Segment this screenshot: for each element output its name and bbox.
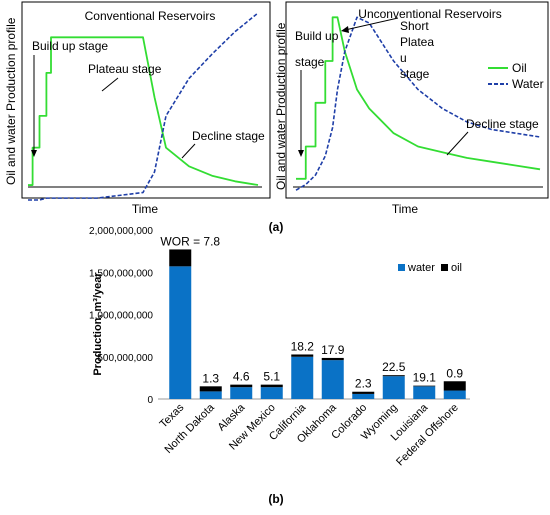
bar-oil-1 [199,386,222,392]
bar-ytick-label: 0 [147,395,153,406]
conv-annot-buildup-arrowhead [31,150,37,157]
bar-ylabel: Production, m³/year [92,272,104,376]
bar-water-8 [413,386,436,399]
bar-data-label-7: 22.5 [382,360,406,374]
conventional-xlabel: Time [132,202,159,216]
unconv-annot-short-2: Platea [400,35,434,49]
unconv-annot-decline-arrow [446,131,469,156]
conv-annot-decline-arrow [181,143,196,159]
bar-oil-2 [230,384,253,388]
bar-data-label-4: 18.2 [291,339,315,353]
bar-data-label-5: 17.9 [321,343,345,357]
bar-category-label-0: Texas [158,401,187,430]
bar-oil-9 [443,381,466,391]
bar-legend: water oil [398,262,462,274]
conv-annot-plateau-arrow [101,77,119,92]
bar-oil-7 [382,375,405,377]
legend-water-bar-swatch [398,264,405,271]
unconv-legend: Oil Water [488,61,544,91]
conventional-title: Conventional Reservoirs [85,9,216,23]
conventional-chart: Conventional Reservoirs Oil and water Pr… [4,1,271,216]
conv-oil-line [28,36,259,186]
bar-oil-5 [321,357,344,361]
production-bar-chart: Production, m³/year 0 500,000,000 1,000,00… [89,226,470,468]
unconv-annot-short-3: u [400,51,407,65]
bar-water-5 [321,360,344,399]
bar-oil-0 [169,249,192,267]
bar-data-label-0: WOR = 7.8 [160,234,220,248]
conv-annot-buildup: Build up stage [32,39,108,53]
bar-water-6 [352,393,375,399]
conventional-ylabel: Oil and water Production profile [4,17,18,185]
unconv-annot-short-1: Short [400,19,429,33]
unconv-annot-short-arrowhead [341,26,349,33]
bar-ytick-label: 1,000,000,000 [89,311,153,322]
legend-water-bar-label: water [407,262,435,274]
panel-label-a: (a) [269,220,284,234]
bar-water-0 [169,266,192,399]
unconventional-chart: Unconventional Reservoirs Oil and water … [274,1,549,216]
unconv-annot-buildup-arrowhead [298,150,304,157]
bar-water-9 [443,390,466,399]
legend-water-label: Water [512,77,544,91]
conv-water-line [28,12,259,201]
unconventional-ylabel: Oil and water Production profile [274,22,288,190]
bar-ytick-label: 1,500,000,000 [89,268,153,279]
bar-water-7 [382,376,405,399]
unconventional-frame [285,1,549,199]
bar-water-2 [230,387,253,399]
bar-ytick-label: 500,000,000 [97,353,153,364]
panel-label-b: (b) [268,492,283,506]
unconv-annot-buildup-2: stage [295,55,325,69]
legend-oil-label: Oil [512,61,527,75]
bar-data-label-2: 4.6 [233,370,250,384]
unconv-water-line [295,16,541,191]
bar-oil-8 [413,385,436,387]
bar-data-label-6: 2.3 [355,377,372,391]
unconventional-title: Unconventional Reservoirs [358,7,501,21]
conv-annot-plateau: Plateau stage [88,62,162,76]
unconv-annot-short-arrow [344,17,399,31]
bar-oil-6 [352,391,375,394]
unconv-annot-buildup-1: Build up [295,29,339,43]
bar-data-label-1: 1.3 [202,371,219,385]
bar-oil-4 [291,354,314,357]
unconv-annot-short-4: stage [400,67,430,81]
unconv-annot-decline: Decline stage [466,117,539,131]
bar-data-label-8: 19.1 [413,371,437,385]
bar-oil-3 [260,384,283,388]
conventional-frame [21,1,271,199]
unconventional-xlabel: Time [392,202,419,216]
legend-oil-bar-label: oil [451,262,462,274]
bar-data-label-9: 0.9 [446,366,463,380]
bar-water-4 [291,356,314,399]
bar-water-3 [260,387,283,399]
conv-annot-decline: Decline stage [192,129,265,143]
unconv-oil-line [296,16,541,180]
legend-oil-bar-swatch [441,264,448,271]
bar-water-1 [199,391,222,399]
bar-data-label-3: 5.1 [263,370,280,384]
bar-ytick-label: 2,000,000,000 [89,226,153,237]
